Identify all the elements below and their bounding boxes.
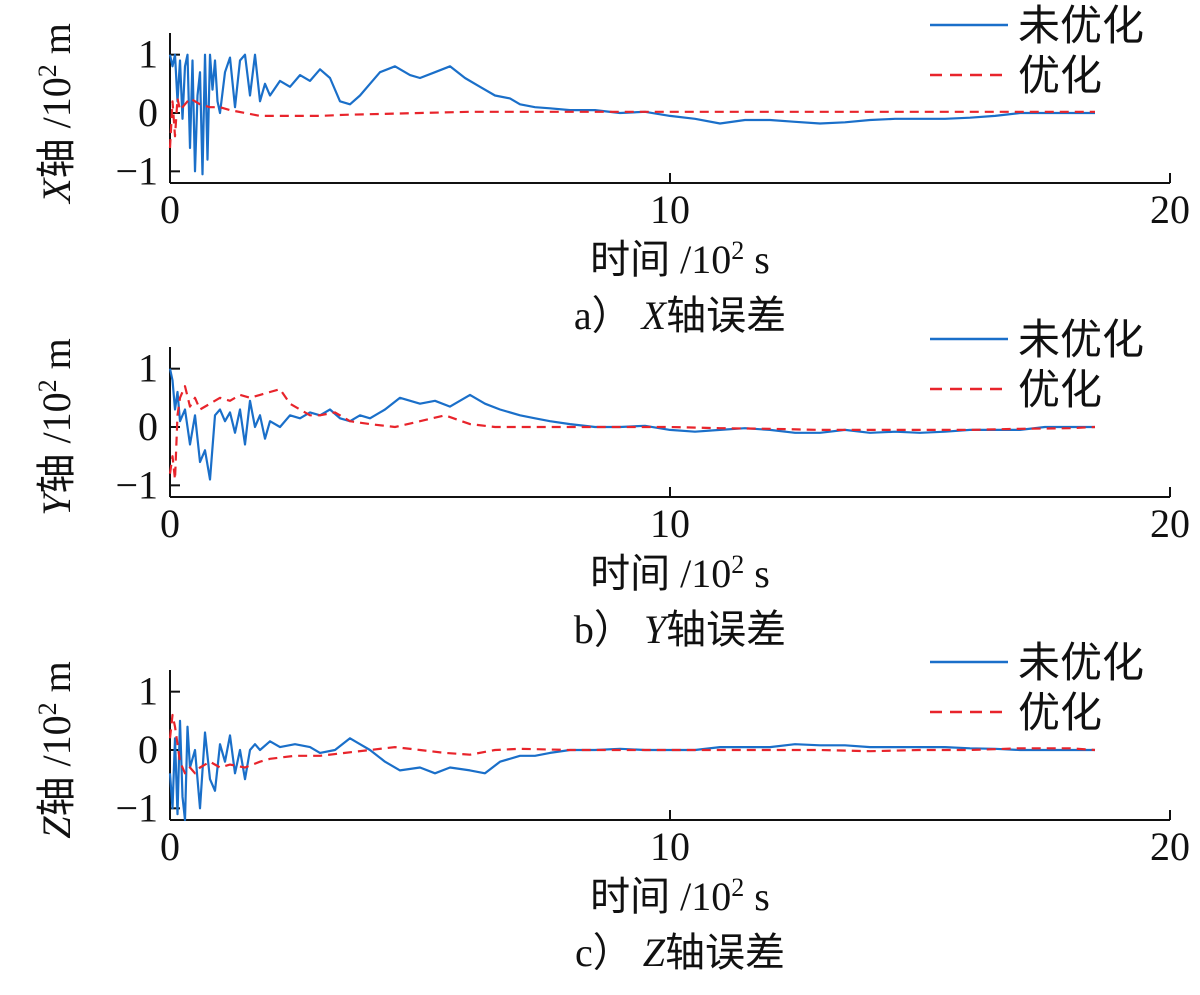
x-tick-label: 0: [160, 187, 180, 232]
y-tick-label: −1: [115, 462, 158, 507]
y-axis-label: Y轴 /102 m: [33, 338, 79, 516]
legend-label: 优化: [1018, 691, 1102, 737]
y-tick-label: 0: [138, 727, 158, 772]
series-line-optimized: [168, 385, 1096, 481]
legend-label: 未优化: [1018, 641, 1144, 687]
x-tick-label: 10: [650, 187, 690, 232]
chart-caption: c） Z轴误差: [575, 930, 785, 975]
legend-label: 未优化: [1018, 4, 1144, 50]
y-tick-label: 1: [138, 32, 158, 77]
y-tick-label: 1: [138, 346, 158, 391]
legend-label: 未优化: [1018, 318, 1144, 364]
y-axis-label: X轴 /102 m: [33, 23, 79, 205]
x-tick-label: 20: [1150, 501, 1190, 546]
y-tick-label: 0: [138, 404, 158, 449]
y-tick-label: 1: [138, 669, 158, 714]
x-tick-label: 20: [1150, 824, 1190, 869]
series-line-unoptimized: [168, 719, 1095, 822]
x-axis-label: 时间 /102 s: [590, 873, 770, 919]
y-axis-label: Z轴 /102 m: [33, 661, 79, 839]
series-line-optimized: [168, 713, 1096, 775]
chart-caption: b） Y轴误差: [574, 607, 786, 652]
x-tick-label: 10: [650, 824, 690, 869]
legend-label: 优化: [1018, 54, 1102, 100]
y-tick-label: −1: [115, 148, 158, 193]
series-line-optimized: [168, 97, 1095, 149]
chart-caption: a） X轴误差: [574, 293, 786, 338]
x-axis-label: 时间 /102 s: [590, 550, 770, 596]
legend-label: 优化: [1018, 368, 1102, 414]
x-tick-label: 0: [160, 824, 180, 869]
y-tick-label: −1: [115, 785, 158, 830]
series-line-unoptimized: [168, 368, 1095, 481]
x-tick-label: 10: [650, 501, 690, 546]
y-tick-label: 0: [138, 90, 158, 135]
x-tick-label: 0: [160, 501, 180, 546]
x-tick-label: 20: [1150, 187, 1190, 232]
series-line-unoptimized: [168, 53, 1095, 176]
x-axis-label: 时间 /102 s: [590, 236, 770, 282]
